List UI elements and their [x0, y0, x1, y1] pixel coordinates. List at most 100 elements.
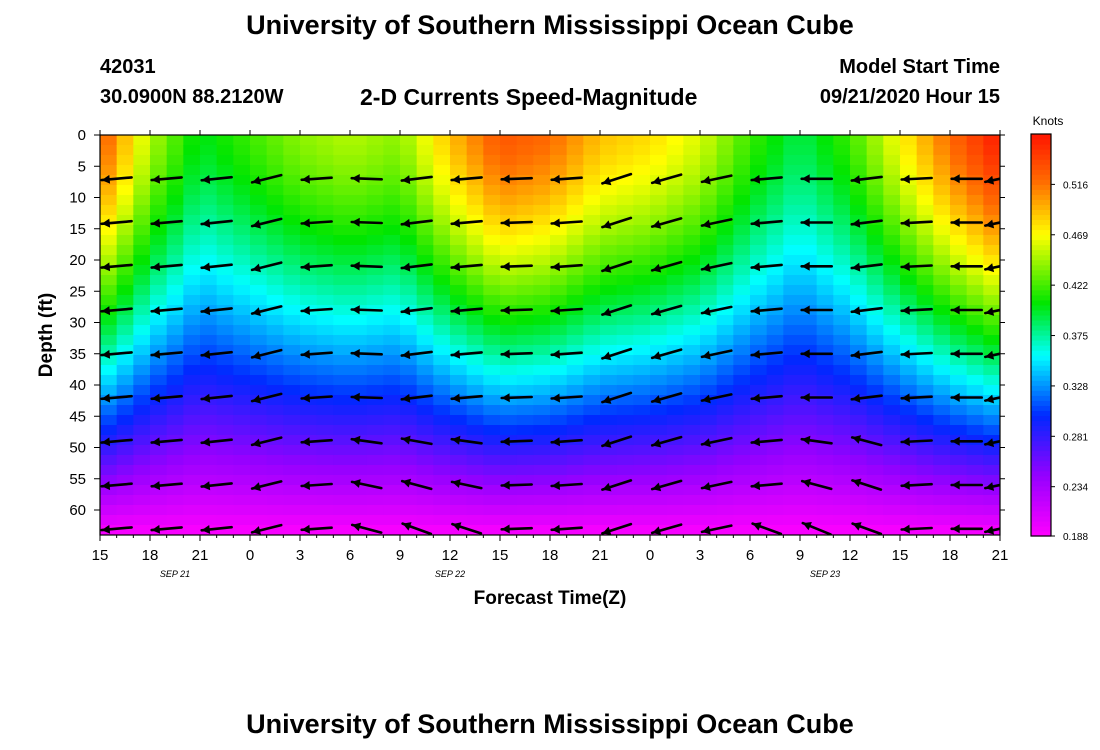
heatmap-cell [850, 455, 868, 466]
heatmap-cell [966, 225, 984, 236]
heatmap-cell [883, 155, 901, 166]
heatmap-cell [600, 415, 618, 426]
heatmap-cell [466, 135, 484, 146]
heatmap-cell [766, 245, 784, 256]
y-tick-label: 10 [69, 190, 86, 207]
heatmap-cell [683, 305, 701, 316]
heatmap-cell [350, 195, 368, 206]
heatmap-cell [866, 235, 884, 246]
heatmap-cell [150, 425, 168, 436]
heatmap-cell [833, 165, 851, 176]
heatmap-cell [333, 195, 351, 206]
vector-head [151, 349, 161, 359]
heatmap-cell [516, 355, 534, 366]
heatmap-cell [283, 195, 301, 206]
heatmap-cell [800, 445, 818, 456]
heatmap-cell [950, 325, 968, 336]
heatmap-cell [516, 265, 534, 276]
vector-head [151, 481, 161, 491]
heatmap-cell [816, 495, 834, 506]
heatmap-cell [866, 335, 884, 346]
heatmap-cell [766, 215, 784, 226]
heatmap-cell [333, 385, 351, 396]
heatmap-cell [783, 135, 801, 146]
heatmap-cell [683, 145, 701, 156]
heatmap-cell [683, 135, 701, 146]
colorbar-segment [1031, 159, 1051, 165]
heatmap-cell [516, 415, 534, 426]
heatmap-cell [750, 515, 768, 526]
heatmap-cell [700, 205, 718, 216]
heatmap-cell [933, 355, 951, 366]
heatmap-cell [133, 245, 151, 256]
heatmap-cell [850, 195, 868, 206]
current-vector [550, 306, 583, 315]
vector-head [551, 437, 560, 447]
vector-head [901, 393, 910, 403]
colorbar-segment [1031, 400, 1051, 406]
heatmap-cell [633, 505, 651, 516]
heatmap-cell [750, 405, 768, 416]
heatmap-cell [900, 185, 918, 196]
heatmap-cell [283, 235, 301, 246]
heatmap-cell [150, 335, 168, 346]
heatmap-cell [133, 455, 151, 466]
current-vector [750, 174, 783, 184]
current-vector [150, 349, 183, 359]
heatmap-cell [900, 195, 918, 206]
heatmap-cell [750, 285, 768, 296]
heatmap-cell [733, 345, 751, 356]
heatmap-cell [516, 365, 534, 376]
heatmap-cell [283, 385, 301, 396]
heatmap-cell [850, 355, 868, 366]
heatmap-cell [733, 255, 751, 266]
current-vector [500, 174, 534, 184]
heatmap-cell [566, 455, 584, 466]
heatmap-cell [550, 455, 568, 466]
heatmap-cell [316, 275, 334, 286]
heatmap-cell [300, 385, 318, 396]
heatmap-cell [783, 465, 801, 476]
heatmap-cell [633, 395, 651, 406]
vector-head [201, 393, 211, 403]
heatmap-cell [700, 145, 718, 156]
heatmap-cell [116, 395, 134, 406]
colorbar-tick-label: 0.469 [1063, 231, 1088, 242]
heatmap-cell [683, 165, 701, 176]
heatmap-cell [650, 225, 668, 236]
heatmap-cell [266, 465, 284, 476]
heatmap-cell [433, 305, 451, 316]
heatmap-cell [633, 315, 651, 326]
heatmap-cell [550, 405, 568, 416]
heatmap-cell [100, 225, 118, 236]
current-vector [500, 393, 534, 403]
heatmap-cell [200, 145, 218, 156]
heatmap-cell [150, 515, 168, 526]
heatmap-cell [766, 135, 784, 146]
heatmap-cell [533, 495, 551, 506]
heatmap-cell [633, 275, 651, 286]
heatmap-cell [600, 245, 618, 256]
current-vector [950, 218, 984, 227]
heatmap-cell [116, 505, 134, 516]
heatmap-cell [866, 475, 884, 486]
heatmap-cell [466, 225, 484, 236]
heatmap-cell [433, 455, 451, 466]
heatmap-cell [183, 175, 201, 186]
colorbar-segment [1031, 380, 1051, 386]
heatmap-cell [666, 305, 684, 316]
heatmap-cell [250, 145, 268, 156]
heatmap-cell [516, 295, 534, 306]
heatmap-cell [616, 225, 634, 236]
heatmap-cell [216, 485, 234, 496]
heatmap-cell [300, 365, 318, 376]
heatmap-cell [966, 525, 984, 535]
heatmap-cell [433, 435, 451, 446]
heatmap-cell [666, 325, 684, 336]
heatmap-cell [383, 195, 401, 206]
heatmap-cell [250, 195, 268, 206]
heatmap-cell [333, 265, 351, 276]
x-tick-label: 9 [396, 547, 404, 564]
heatmap-cell [966, 155, 984, 166]
heatmap-cell [983, 465, 1000, 476]
